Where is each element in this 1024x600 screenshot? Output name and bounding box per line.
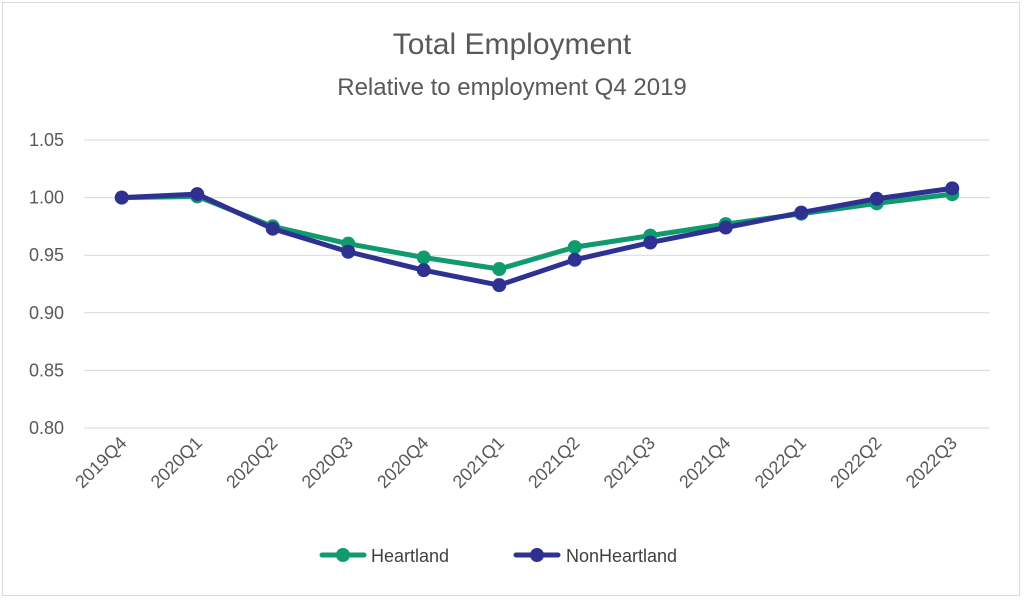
data-point-nonheartland	[567, 252, 582, 267]
x-tick-label: 2022Q2	[826, 433, 885, 492]
x-tick-label: 2022Q1	[751, 433, 810, 492]
x-tick-label: 2022Q3	[902, 433, 961, 492]
y-tick-label: 1.05	[29, 130, 64, 150]
y-tick-label: 0.80	[29, 418, 64, 438]
data-point-nonheartland	[643, 235, 658, 250]
x-tick-label: 2020Q3	[298, 433, 357, 492]
data-point-nonheartland	[114, 190, 129, 205]
data-point-nonheartland	[341, 244, 356, 259]
data-point-heartland	[416, 250, 431, 265]
data-point-nonheartland	[416, 263, 431, 278]
x-tick-label: 2020Q2	[222, 433, 281, 492]
x-tick-label: 2020Q1	[147, 433, 206, 492]
y-tick-label: 1.00	[29, 188, 64, 208]
data-point-nonheartland	[190, 187, 205, 202]
legend-swatch-marker	[530, 548, 544, 562]
x-tick-label: 2021Q2	[524, 433, 583, 492]
legend-label: Heartland	[371, 546, 449, 566]
x-tick-label: 2021Q4	[675, 433, 734, 492]
x-tick-label: 2021Q3	[600, 433, 659, 492]
data-point-nonheartland	[794, 205, 809, 220]
chart-subtitle: Relative to employment Q4 2019	[337, 74, 687, 101]
x-tick-label: 2019Q4	[71, 433, 130, 492]
series-line-nonheartland	[119, 185, 955, 288]
data-point-nonheartland	[492, 278, 507, 293]
legend-label: NonHeartland	[566, 546, 677, 566]
data-point-heartland	[492, 262, 507, 277]
legend-swatch-marker	[336, 548, 350, 562]
data-point-nonheartland	[869, 191, 884, 206]
x-tick-label: 2020Q4	[373, 433, 432, 492]
data-point-nonheartland	[945, 181, 960, 196]
data-point-heartland	[567, 240, 582, 255]
x-tick-label: 2021Q1	[449, 433, 508, 492]
data-point-nonheartland	[265, 221, 280, 236]
chart-title: Total Employment	[392, 28, 632, 61]
data-point-nonheartland	[718, 220, 733, 235]
y-tick-label: 0.95	[29, 245, 64, 265]
y-tick-label: 0.90	[29, 303, 64, 323]
y-tick-label: 0.85	[29, 360, 64, 380]
